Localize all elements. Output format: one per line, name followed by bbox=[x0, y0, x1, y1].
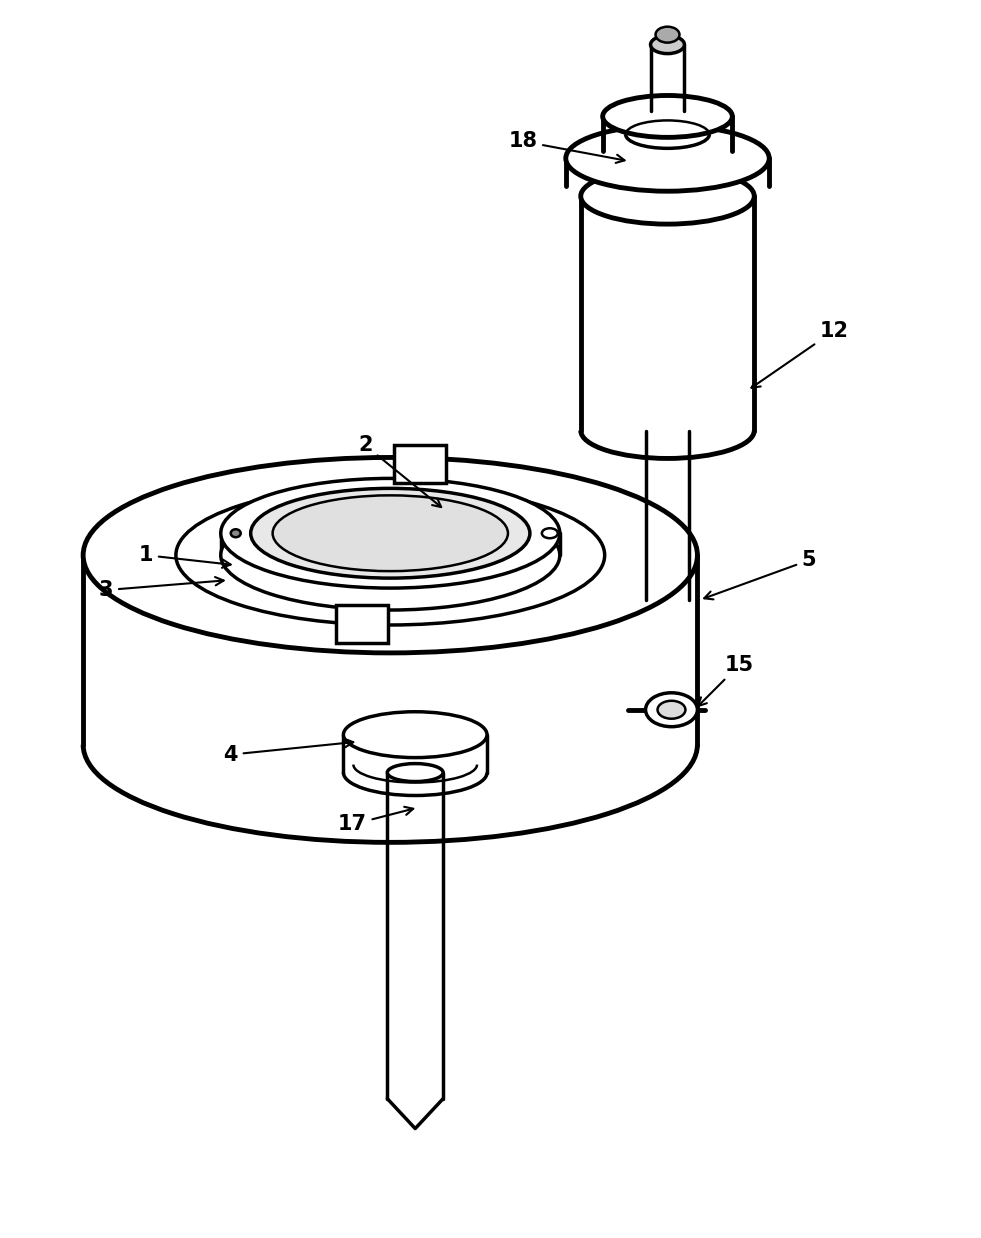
Ellipse shape bbox=[602, 95, 732, 137]
Ellipse shape bbox=[657, 701, 686, 719]
Ellipse shape bbox=[566, 125, 769, 191]
Text: 18: 18 bbox=[508, 131, 625, 163]
Text: 12: 12 bbox=[751, 321, 849, 387]
Text: 17: 17 bbox=[337, 807, 413, 834]
Ellipse shape bbox=[176, 485, 604, 625]
Text: 4: 4 bbox=[224, 739, 353, 765]
Ellipse shape bbox=[645, 693, 697, 727]
Ellipse shape bbox=[83, 458, 697, 652]
Ellipse shape bbox=[542, 529, 558, 539]
Ellipse shape bbox=[343, 712, 487, 758]
Text: 15: 15 bbox=[698, 655, 753, 706]
Text: 2: 2 bbox=[358, 436, 441, 508]
Ellipse shape bbox=[231, 530, 240, 537]
Ellipse shape bbox=[221, 500, 560, 610]
Polygon shape bbox=[336, 605, 388, 643]
Ellipse shape bbox=[221, 478, 560, 588]
Text: 1: 1 bbox=[138, 545, 231, 568]
Text: 5: 5 bbox=[704, 550, 816, 599]
Ellipse shape bbox=[273, 495, 508, 571]
Ellipse shape bbox=[251, 488, 530, 578]
Ellipse shape bbox=[655, 27, 680, 42]
Ellipse shape bbox=[650, 36, 685, 53]
Text: 3: 3 bbox=[99, 577, 224, 600]
Ellipse shape bbox=[387, 764, 443, 781]
Polygon shape bbox=[394, 446, 446, 483]
Ellipse shape bbox=[581, 168, 754, 224]
